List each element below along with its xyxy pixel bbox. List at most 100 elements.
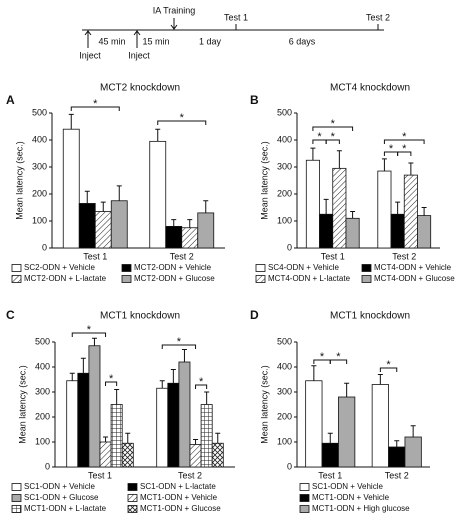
error-bar: [103, 436, 109, 442]
error-bar: [171, 219, 177, 227]
significance-star: *: [402, 131, 407, 143]
significance-star: *: [389, 143, 394, 155]
chart-title: MCT1 knockdown: [100, 311, 180, 322]
x-tick-label: Test 2: [178, 470, 202, 480]
significance-bracket: [329, 359, 348, 364]
y-axis-label: Mean latency (sec.): [259, 141, 269, 220]
legend-swatch: [11, 483, 22, 491]
significance-star: *: [177, 336, 182, 348]
y-tick-label: 100: [35, 436, 50, 446]
legend-swatch: [121, 275, 132, 283]
bar: [78, 203, 96, 249]
y-tick-label: 100: [277, 215, 292, 225]
y-tick-label: 400: [277, 134, 292, 144]
error-bar: [155, 128, 161, 142]
panel-letter: B: [250, 93, 259, 107]
timeline-label: Inject: [79, 50, 101, 60]
chart-title: MCT4 knockdown: [330, 83, 410, 94]
error-bar: [410, 425, 416, 437]
error-bar: [125, 432, 131, 444]
significance-bracket: [195, 384, 208, 389]
y-tick-label: 400: [35, 361, 50, 371]
significance-star: *: [109, 373, 114, 385]
bar: [338, 396, 356, 468]
bar: [110, 404, 123, 468]
significance-bracket: [397, 151, 412, 156]
significance-star: *: [317, 131, 322, 143]
bar: [62, 128, 80, 249]
significance-star: *: [180, 112, 185, 124]
x-tick-label: Test 1: [83, 251, 107, 261]
legend-swatch: [361, 275, 372, 283]
error-bar: [68, 113, 74, 130]
legend-label: SC4-ODN + Vehicle: [268, 263, 339, 272]
y-tick-label: 500: [35, 336, 50, 346]
y-tick-label: 500: [277, 336, 292, 346]
y-tick-label: 200: [277, 411, 292, 421]
y-tick-label: 300: [277, 386, 292, 396]
y-tick-label: 500: [32, 107, 47, 117]
bar: [332, 167, 347, 249]
bar: [319, 213, 334, 249]
significance-star: *: [331, 131, 336, 143]
timeline-label: 6 days: [289, 36, 316, 46]
error-bar: [187, 219, 193, 228]
significance-star: *: [199, 376, 204, 388]
y-tick-label: 100: [277, 436, 292, 446]
legend-label: MCT1-ODN + Vehicle: [312, 493, 390, 502]
chart-title: MCT1 knockdown: [330, 311, 410, 322]
x-tick-label: Test 1: [321, 251, 345, 261]
legend-label: MCT2-ODN + Vehicle: [134, 263, 212, 272]
bar: [77, 372, 90, 468]
significance-bracket: [379, 367, 398, 372]
bar: [377, 170, 392, 249]
legend-swatch: [361, 264, 372, 272]
x-tick-label: Test 2: [170, 251, 194, 261]
bar: [165, 225, 183, 249]
panel-letter: D: [250, 308, 259, 322]
error-bar: [350, 211, 356, 219]
bar: [149, 140, 167, 249]
panel-letter: A: [6, 93, 15, 107]
error-bar: [394, 440, 400, 447]
y-axis-label: Mean latency (sec.): [259, 365, 269, 444]
y-tick-label: 400: [277, 361, 292, 371]
bar: [66, 380, 79, 468]
error-bar: [377, 374, 383, 385]
error-bar: [311, 365, 317, 381]
error-bar: [80, 357, 86, 374]
y-tick-label: 200: [277, 188, 292, 198]
significance-bracket: [70, 106, 120, 111]
bar: [110, 200, 128, 249]
y-axis-label: Mean latency (sec.): [17, 365, 27, 444]
error-bar: [203, 200, 209, 213]
y-tick-label: 300: [32, 161, 47, 171]
bar: [94, 211, 112, 249]
significance-bracket: [325, 139, 340, 144]
x-tick-label: Test 1: [88, 470, 112, 480]
timeline-label: 45 min: [98, 36, 125, 46]
x-tick-label: Test 2: [385, 470, 409, 480]
bar: [88, 345, 101, 468]
timeline-arrows: [84, 18, 379, 48]
significance-bracket: [312, 126, 354, 131]
bar: [404, 436, 422, 468]
bar: [211, 442, 224, 468]
bar: [197, 212, 215, 249]
legend-swatch: [255, 264, 266, 272]
bar: [321, 442, 339, 468]
legend-swatch: [127, 483, 138, 491]
timeline-label: IA Training: [153, 5, 196, 15]
bar: [200, 404, 213, 468]
significance-bracket: [105, 381, 118, 386]
timeline-label: Inject: [128, 50, 150, 60]
legend-label: SC1-ODN + Glucose: [24, 493, 99, 502]
legend-swatch: [11, 264, 22, 272]
error-bar: [181, 349, 187, 362]
error-bar: [408, 162, 414, 176]
bar: [178, 361, 191, 468]
significance-star: *: [402, 143, 407, 155]
bar: [305, 159, 320, 249]
error-bar: [114, 389, 120, 405]
bar: [189, 444, 202, 468]
